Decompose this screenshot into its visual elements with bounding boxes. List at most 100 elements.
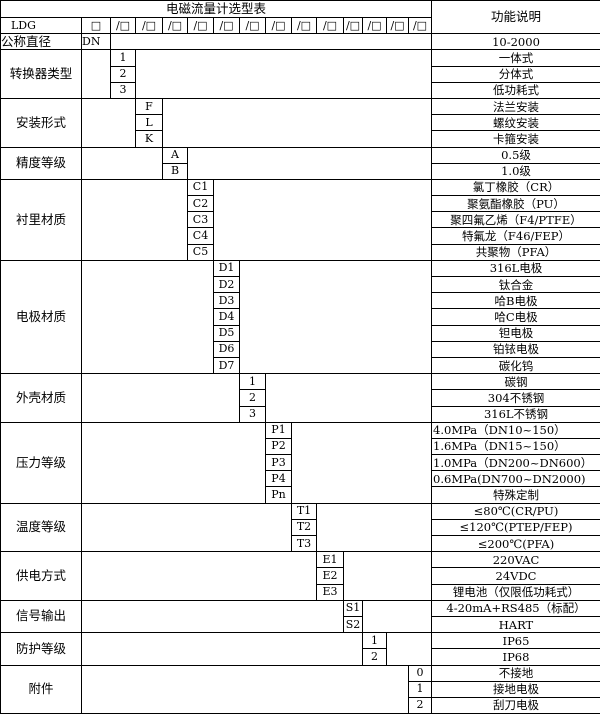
- option-desc: 1.6MPa（DN15~150）: [431, 437, 600, 456]
- blank-cell: [291, 421, 432, 504]
- option-code: D4: [213, 308, 240, 326]
- option-row: K 卡箍安装: [1, 130, 600, 148]
- option-code: C1: [187, 178, 214, 197]
- blank-cell: [316, 502, 432, 553]
- option-code: K: [135, 130, 163, 148]
- blank-cell: [362, 599, 432, 634]
- blank-cell: [81, 146, 163, 180]
- blank-cell: [81, 421, 266, 504]
- option-code: B: [162, 162, 188, 180]
- option-desc: 316L不锈钢: [431, 405, 600, 423]
- option-code: E3: [316, 583, 344, 601]
- blank-cell: [81, 551, 317, 601]
- option-desc: 聚氨酯橡胶（PU）: [431, 195, 600, 213]
- model-code-slot: /□: [408, 16, 432, 35]
- nominal-row: 公称直径 DN 10-2000: [0, 33, 600, 51]
- option-code: S1: [343, 599, 363, 617]
- group-label: 电极材质: [0, 259, 82, 375]
- model-code-slot: /□: [316, 16, 344, 35]
- option-row: 精度等级 A 0.5级: [0, 146, 600, 180]
- option-code: 1: [362, 632, 387, 650]
- group-label: 安装形式: [0, 97, 82, 148]
- option-row: 温度等级 T1 ≤80℃(CR/PU): [0, 502, 600, 553]
- option-desc: 0.5级: [431, 146, 600, 164]
- option-desc: 4.0MPa（DN10~150）: [431, 421, 600, 439]
- blank-cell: [81, 632, 363, 666]
- option-code: 2: [408, 696, 432, 715]
- option-row: 安装形式 F 法兰安装: [0, 97, 600, 148]
- option-code: 1: [239, 373, 266, 391]
- model-code-slot: /□: [135, 16, 163, 35]
- option-desc: 低功耗式: [431, 81, 600, 99]
- group-label: 供电方式: [0, 551, 82, 601]
- function-header: 功能说明: [431, 0, 600, 35]
- group-label: 信号输出: [0, 599, 82, 634]
- option-desc: ≤200℃(PFA): [431, 534, 600, 553]
- group-label: 衬里材质: [0, 178, 82, 261]
- model-code-slot: /□: [162, 16, 188, 35]
- option-desc: 哈C电极: [431, 308, 600, 326]
- option-desc: 钽电极: [431, 324, 600, 342]
- option-desc: 316L电极: [431, 259, 600, 278]
- option-code: D1: [213, 259, 240, 278]
- blank-cell: [81, 97, 136, 148]
- option-code: T3: [291, 534, 317, 553]
- option-desc: HART: [431, 615, 600, 634]
- option-code: 2: [239, 389, 266, 407]
- option-desc: 1.0级: [431, 162, 600, 180]
- option-code: 3: [110, 81, 136, 99]
- option-desc: 分体式: [431, 65, 600, 83]
- option-row: 2 刮刀电极: [1, 696, 600, 715]
- blank-cell: [81, 664, 409, 715]
- option-desc: 0.6MPa(DN700~DN2000): [431, 470, 600, 488]
- option-row: 防护等级 1 IP65: [0, 632, 600, 666]
- option-row: C2 聚氨酯橡胶（PU）: [1, 195, 600, 213]
- blank-cell: [265, 373, 432, 423]
- option-code: 0: [408, 664, 432, 682]
- option-row: 2 IP68: [1, 648, 600, 666]
- option-row: 转换器类型 1 一体式: [0, 49, 600, 99]
- option-row: 衬里材质 C1 氯丁橡胶（CR）: [0, 178, 600, 261]
- option-desc: 刮刀电极: [431, 696, 600, 715]
- option-desc: 碳化钨: [431, 356, 600, 375]
- option-desc: IP68: [431, 648, 600, 666]
- option-desc: 螺纹安装: [431, 114, 600, 132]
- model-code-slot: /□: [343, 16, 363, 35]
- model-code-slot: /□: [291, 16, 317, 35]
- group-label: 外壳材质: [0, 373, 82, 423]
- option-desc: ≤120℃(PTEP/FEP): [431, 518, 600, 537]
- option-code: C4: [187, 227, 214, 245]
- option-code: Pn: [265, 486, 292, 504]
- option-code: D7: [213, 356, 240, 375]
- table-title: 电磁流量计选型表: [0, 0, 432, 18]
- group-label: 转换器类型: [0, 49, 82, 99]
- blank-cell: [81, 502, 292, 553]
- option-row: 信号输出 S1 4-20mA+RS485（标配）: [0, 599, 600, 634]
- option-desc: 哈B电极: [431, 292, 600, 310]
- option-row: 电极材质 D1 316L电极: [0, 259, 600, 375]
- option-code: T2: [291, 518, 317, 537]
- option-code: P2: [265, 437, 292, 456]
- nominal-desc: 10-2000: [431, 33, 600, 51]
- option-code: E2: [316, 567, 344, 585]
- blank-cell: [81, 259, 214, 375]
- option-code: D6: [213, 340, 240, 358]
- model-code-slot: /□: [213, 16, 240, 35]
- option-row: 附件 0 不接地: [0, 664, 600, 715]
- option-row: 供电方式 E1 220VAC: [0, 551, 600, 601]
- blank-cell: [81, 373, 240, 423]
- option-row: E2 24VDC: [1, 567, 600, 585]
- blank-cell: [110, 33, 432, 51]
- option-code: T1: [291, 502, 317, 520]
- option-desc: 碳钢: [431, 373, 600, 391]
- blank-cell: [81, 178, 188, 261]
- model-code-slot: /□: [110, 16, 136, 35]
- title-row: 电磁流量计选型表 功能说明: [0, 0, 600, 35]
- option-row: S2 HART: [1, 615, 600, 634]
- option-desc: 共聚物（PFA）: [431, 243, 600, 261]
- option-desc: 氯丁橡胶（CR）: [431, 178, 600, 197]
- group-label: 温度等级: [0, 502, 82, 553]
- option-code: 1: [408, 680, 432, 698]
- group-label: 压力等级: [0, 421, 82, 504]
